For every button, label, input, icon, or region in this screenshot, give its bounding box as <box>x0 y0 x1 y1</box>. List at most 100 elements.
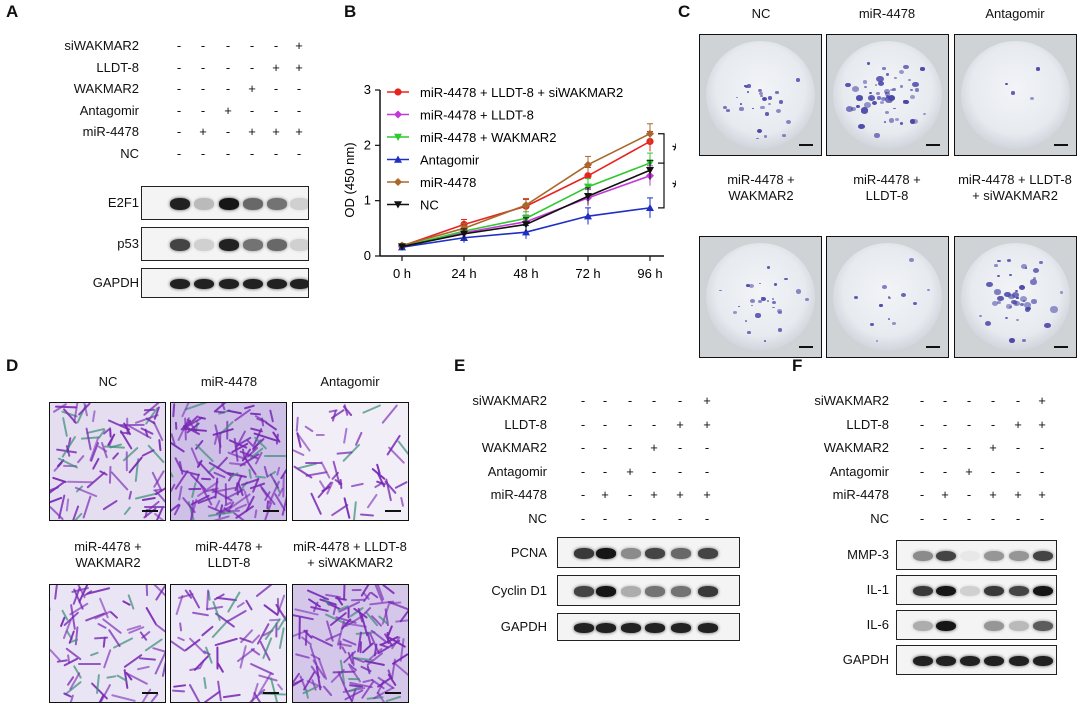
colony-spot <box>894 77 897 80</box>
colony-spot <box>772 297 775 300</box>
design-sign: - <box>919 510 925 526</box>
legend-marker <box>394 133 402 141</box>
colony-spot <box>777 309 782 314</box>
colony-spot <box>903 99 908 104</box>
colony-dish-title: Antagomir <box>945 6 1084 22</box>
scale-bar <box>142 692 158 694</box>
design-sign: + <box>295 38 303 53</box>
colony-dish-title-line: miR-4478 + <box>727 172 795 187</box>
protein-band <box>596 586 616 597</box>
design-sign: - <box>942 416 948 432</box>
design-sign: - <box>651 393 657 408</box>
migrated-cell <box>174 421 178 430</box>
protein-label-e2f1: E2F1 <box>107 195 139 210</box>
colony-spot <box>845 82 852 88</box>
colony-spot <box>749 299 755 304</box>
condition-label-antagomir: Antagomir <box>487 463 547 479</box>
significance-star: * <box>672 140 676 162</box>
data-point <box>584 212 592 220</box>
design-sign: - <box>273 81 279 96</box>
colony-spot <box>778 100 784 104</box>
protein-band <box>936 585 956 597</box>
protein-label-gapdh: GAPDH <box>500 619 547 634</box>
colony-spot <box>985 281 994 288</box>
design-sign: - <box>580 416 586 432</box>
design-sign: + <box>199 124 207 139</box>
colony-spot <box>996 274 1000 278</box>
colony-spot <box>874 133 880 138</box>
design-sign: + <box>295 124 303 139</box>
colony-spot <box>805 298 810 302</box>
colony-spot <box>879 304 883 307</box>
protein-band <box>913 655 933 667</box>
design-sign: - <box>627 416 633 432</box>
colony-spot <box>762 97 768 102</box>
colony-spot <box>764 112 770 116</box>
colony-dish-title-line: + siWAKMAR2 <box>972 188 1058 203</box>
colony-spot <box>760 296 763 299</box>
colony-spot <box>763 134 768 138</box>
data-point <box>460 230 468 238</box>
design-sign: - <box>200 59 206 75</box>
design-sign: + <box>295 59 303 75</box>
colony-spot <box>796 289 802 294</box>
design-sign: - <box>704 510 710 526</box>
colony-spot <box>749 283 755 288</box>
od-growth-line-chart: OD (450 nm) 0 1 2 3 0 h 24 h 48 h 72 h 96 h miR-4… <box>342 82 676 281</box>
design-sign: - <box>966 440 972 455</box>
data-point <box>522 228 530 236</box>
design-sign: - <box>225 124 231 139</box>
blot-strip <box>557 613 740 641</box>
design-sign: + <box>989 440 997 455</box>
colony-dish-image <box>826 236 949 358</box>
blot-strip <box>896 645 1057 675</box>
y-tick-label: 1 <box>364 193 371 208</box>
protein-band <box>219 239 239 251</box>
protein-band <box>960 655 980 667</box>
colony-spot <box>909 258 914 262</box>
design-sign: - <box>580 393 586 408</box>
design-sign: - <box>249 102 255 118</box>
design-sign: - <box>225 38 231 53</box>
colony-spot <box>786 120 792 125</box>
colony-spot <box>912 81 920 87</box>
design-sign: + <box>965 463 973 479</box>
design-sign: - <box>225 59 231 75</box>
colony-spot <box>763 339 767 342</box>
migrated-cell <box>187 487 202 491</box>
migrated-cell <box>316 433 326 436</box>
colony-spot <box>883 120 887 124</box>
colony-spot <box>1024 307 1031 312</box>
protein-label-p53: p53 <box>117 236 139 251</box>
colony-spot <box>868 94 876 101</box>
protein-band <box>1009 585 1029 597</box>
colony-spot <box>864 101 872 108</box>
design-sign: - <box>225 145 231 161</box>
scale-bar <box>263 692 279 694</box>
migrated-cell <box>67 480 94 483</box>
design-sign: + <box>224 102 232 118</box>
design-sign: - <box>942 463 948 479</box>
colony-spot <box>862 79 868 84</box>
colony-spot <box>775 90 779 94</box>
colony-spot <box>882 66 886 70</box>
scale-bar <box>1054 346 1068 348</box>
colony-spot <box>884 91 888 94</box>
migrated-cell <box>348 677 361 680</box>
colony-spot <box>889 118 895 123</box>
blot-strip <box>141 268 309 298</box>
protein-band <box>574 586 594 597</box>
design-sign: - <box>580 510 586 526</box>
colony-spot <box>856 104 861 109</box>
transwell-title-line: LLDT-8 <box>207 555 251 570</box>
transwell-title-line: miR-4478 <box>200 374 258 389</box>
data-point <box>646 203 654 212</box>
design-sign: - <box>296 81 302 96</box>
colony-spot <box>997 259 1001 262</box>
blot-strip <box>141 227 309 261</box>
colony-spot <box>760 105 765 110</box>
protein-band <box>219 278 239 290</box>
colony-spot <box>746 330 751 334</box>
colony-spot <box>1022 339 1027 343</box>
protein-band <box>574 623 594 633</box>
